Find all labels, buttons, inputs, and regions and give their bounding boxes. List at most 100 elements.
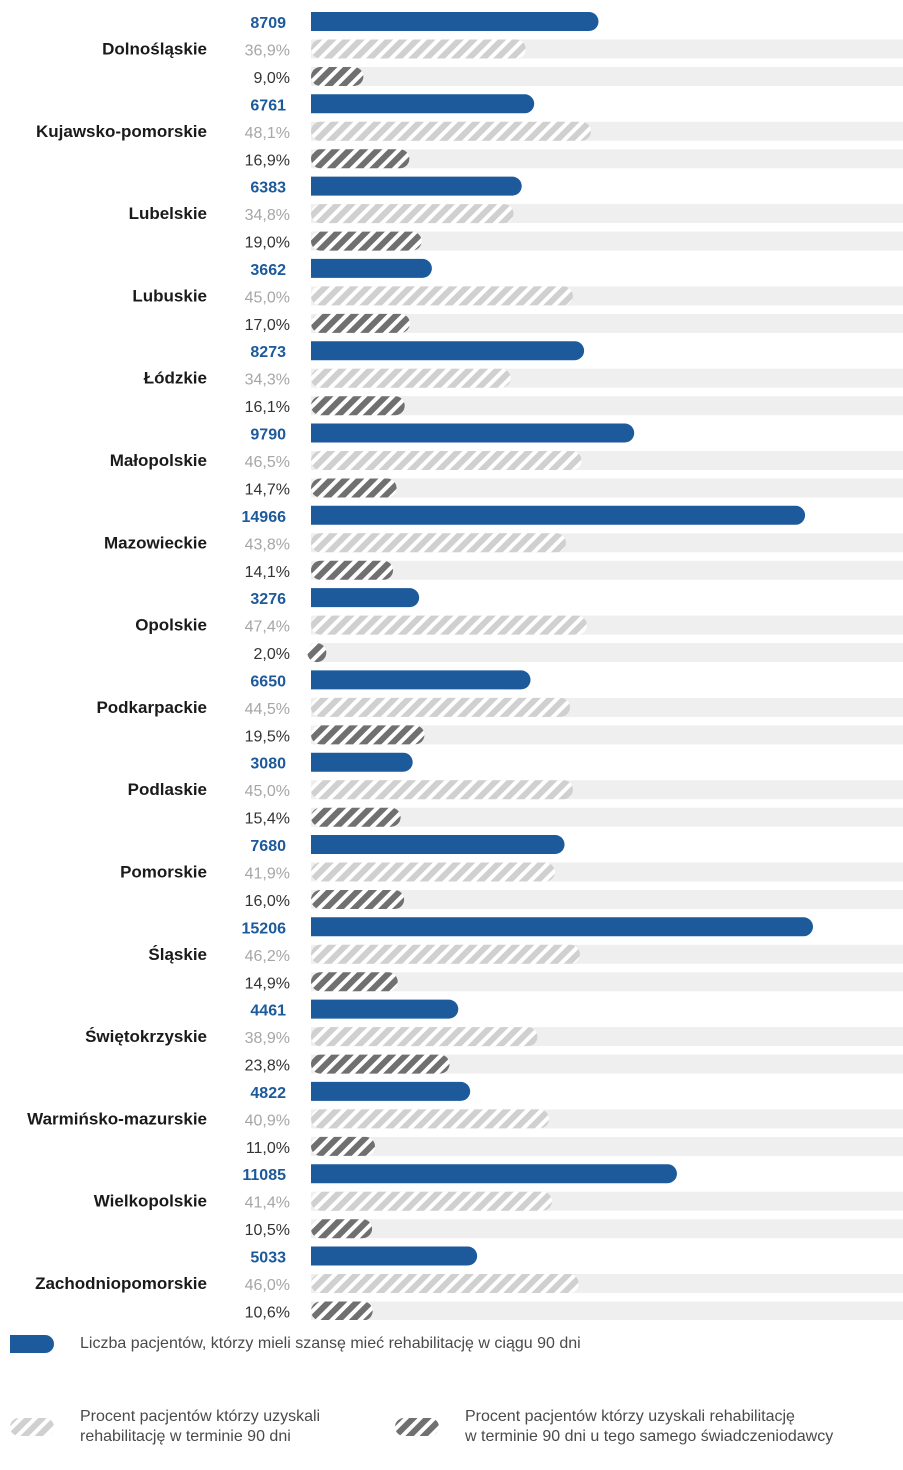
bar-count [311,258,432,278]
bar-count [311,12,599,31]
value-label-count: 6761 [250,97,286,114]
bar-pct-same-provider [311,560,394,580]
bar-track [311,643,903,663]
bar-count [311,341,585,361]
bar-pct-total [311,1109,550,1129]
bar-track [311,807,903,827]
value-label-count: 11085 [242,1167,286,1184]
region-label: Mazowieckie [104,533,207,552]
bar-track [311,67,903,86]
bar-pct-total [311,780,573,800]
value-label-count: 7680 [250,838,286,855]
value-label-pct-total: 34,8% [245,207,290,224]
bar-count [311,670,531,690]
region-row: Wielkopolskie 11085 41,4% 10,5% [94,1164,903,1239]
bar-track [311,560,903,580]
region-label: Zachodniopomorskie [35,1274,207,1293]
region-row: Małopolskie 9790 46,5% 14,7% [110,423,903,499]
region-row: Kujawsko-pomorskie 6761 48,1% 16,9% [36,94,903,169]
value-label-pct-same-provider: 16,9% [245,152,290,169]
value-label-pct-total: 48,1% [245,125,290,142]
bar-track [311,1136,903,1156]
legend-label-pct1-line1: Procent pacjentów którzy uzyskali [80,1408,321,1425]
region-label: Łódzkie [144,369,207,388]
value-label-pct-total: 46,5% [245,454,290,471]
value-label-count: 8709 [250,15,286,32]
bar-track [311,478,903,498]
value-label-pct-same-provider: 9,0% [254,70,290,87]
region-label: Małopolskie [110,451,207,470]
bar-pct-same-provider [307,643,327,663]
value-label-pct-same-provider: 17,0% [245,317,290,334]
region-row: Podlaskie 3080 45,0% 15,4% [128,752,903,828]
legend-swatch-pct1 [10,1418,54,1436]
value-label-pct-total: 41,9% [245,866,290,883]
value-label-pct-same-provider: 23,8% [245,1058,290,1075]
region-label: Dolnośląskie [102,40,207,59]
legend-label-pct2: Procent pacjentów którzy uzyskali rehabi… [465,1407,833,1447]
bar-track [311,1301,903,1320]
bar-pct-same-provider [311,890,405,909]
value-label-count: 4822 [250,1085,286,1102]
bar-pct-same-provider [311,1301,373,1320]
bar-pct-same-provider [311,807,401,827]
bar-count [311,1246,478,1266]
region-row: Łódzkie 8273 34,3% 16,1% [144,341,903,416]
bar-pct-same-provider [311,725,425,745]
bar-count [311,999,459,1019]
region-label: Lubuskie [132,286,207,305]
bar-count [311,176,522,196]
legend-label-count: Liczba pacjentów, którzy mieli szansę mi… [80,1335,581,1352]
legend: Liczba pacjentów, którzy mieli szansę mi… [0,1320,903,1470]
region-row: Warmińsko-mazurskie 4822 40,9% 11,0% [27,1081,903,1157]
region-row: Mazowieckie 14966 43,8% 14,1% [104,505,903,581]
value-label-pct-total: 38,9% [245,1030,290,1047]
value-label-pct-total: 47,4% [245,619,290,636]
bar-track [311,313,903,333]
bar-chart: Dolnośląskie 8709 36,9% 9,0% Kujawsko-pomors… [27,12,903,1320]
bar-pct-total [311,1027,538,1047]
bar-pct-total [311,697,570,717]
value-label-count: 3080 [250,756,286,773]
value-label-count: 9790 [250,427,286,444]
bar-track [311,149,903,169]
region-row: Dolnośląskie 8709 36,9% 9,0% [102,12,903,87]
bar-track [311,1054,903,1074]
bar-track [311,231,903,251]
value-label-pct-total: 45,0% [245,289,290,306]
value-label-pct-same-provider: 10,5% [245,1222,290,1239]
bar-pct-same-provider [311,972,398,992]
legend-label-pct1-line2: rehabilitację w terminie 90 dni [80,1428,291,1445]
region-label: Wielkopolskie [94,1192,207,1211]
region-label: Podkarpackie [96,698,207,717]
value-label-pct-total: 44,5% [245,701,290,718]
region-label: Lubelskie [129,204,207,223]
value-label-count: 6650 [250,673,286,690]
bar-count [311,917,813,937]
legend-swatch-count [10,1335,54,1353]
region-label: Pomorskie [120,863,207,882]
bar-pct-total [311,121,591,141]
bar-pct-total [311,39,526,59]
region-row: Zachodniopomorskie 5033 46,0% 10,6% [35,1246,903,1320]
bar-track [311,725,903,745]
bar-count [311,835,565,854]
bar-track [311,890,903,909]
value-label-pct-total: 40,9% [245,1112,290,1129]
value-label-pct-total: 36,9% [245,43,290,60]
value-label-pct-same-provider: 14,7% [245,482,290,499]
value-label-pct-same-provider: 11,0% [246,1140,290,1157]
bar-pct-total [311,1274,579,1293]
bar-pct-total [311,944,580,964]
value-label-pct-same-provider: 16,1% [245,399,290,416]
bar-pct-same-provider [311,478,397,498]
bar-pct-total [311,286,573,306]
region-row: Lubuskie 3662 45,0% 17,0% [132,258,903,334]
value-label-count: 8273 [250,344,286,361]
value-label-pct-same-provider: 19,5% [245,728,290,745]
value-label-count: 15206 [242,920,287,937]
value-label-pct-same-provider: 19,0% [245,235,290,252]
bar-count [311,588,420,608]
bar-pct-total [311,1191,552,1211]
value-label-pct-total: 43,8% [245,536,290,553]
